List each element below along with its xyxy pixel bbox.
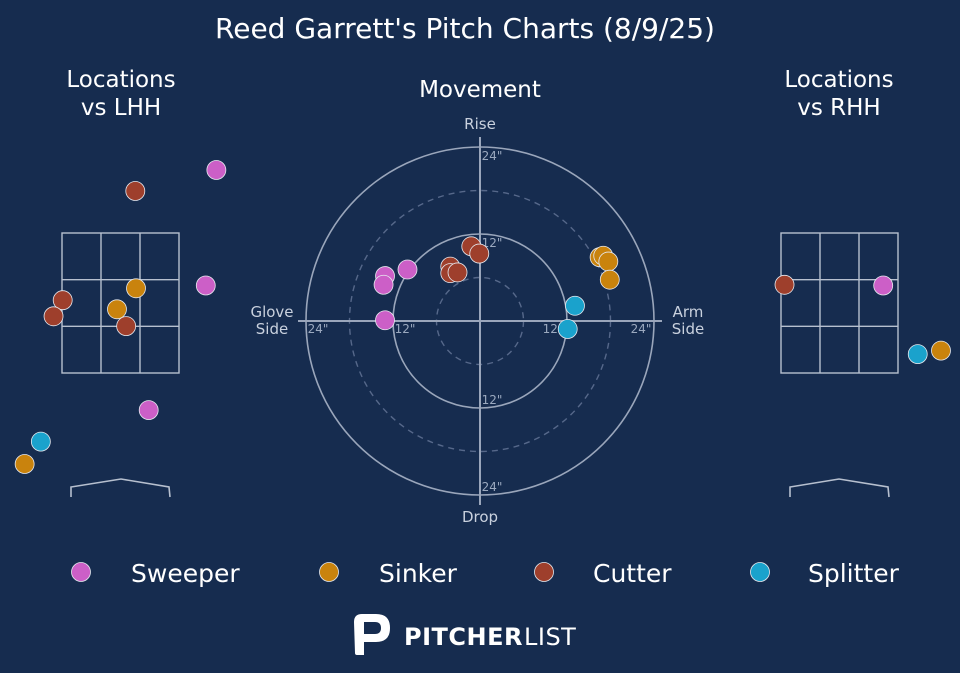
movement-sinker — [599, 269, 620, 290]
figure-title: Reed Garrett's Pitch Charts (8/9/25) — [215, 12, 715, 45]
legend-marker-cutter — [534, 562, 554, 582]
axis-label-drop: Drop — [462, 508, 498, 526]
movement-sweeper — [373, 274, 394, 295]
rhh-title-line1: Locations — [784, 67, 893, 93]
pitch-sweeper — [873, 275, 894, 296]
ring-label: 12" — [543, 322, 564, 336]
legend-label-sinker: Sinker — [379, 559, 458, 588]
movement-sinker — [598, 251, 619, 272]
movement-cutter — [447, 262, 468, 283]
ring-label: 12" — [482, 236, 503, 250]
pitch-sinker — [14, 454, 35, 474]
rhh-title-line2: vs RHH — [797, 95, 880, 121]
lhh-title-line2: vs LHH — [81, 95, 161, 121]
pitcherlist-p-icon — [354, 614, 390, 655]
legend-label-splitter: Splitter — [808, 559, 900, 588]
legend-marker-sinker — [319, 562, 339, 582]
ring-label: 24" — [482, 149, 503, 163]
lhh-points — [14, 160, 227, 474]
legend-label-cutter: Cutter — [593, 559, 672, 588]
movement-cutter — [469, 243, 490, 264]
rhh-points — [774, 274, 951, 365]
locations-rhh-panel: Locations vs RHH — [774, 67, 951, 498]
pitch-cutter — [52, 290, 73, 311]
ring-label: 12" — [395, 322, 416, 336]
movement-ring-labels: 24" 12" 12" 24" 24" 12" 12" 24" — [308, 149, 652, 494]
ring-label: 24" — [482, 480, 503, 494]
axis-label-arm-line2: Side — [672, 320, 704, 338]
ring-label: 12" — [482, 393, 503, 407]
movement-splitter — [565, 295, 585, 316]
pitch-cutter — [43, 306, 64, 327]
axis-label-arm-line1: Arm — [673, 303, 704, 321]
movement-splitter — [557, 319, 578, 339]
pitch-sinker — [931, 340, 951, 361]
pitcherlist-logo: PITCHER LIST — [354, 614, 576, 655]
ring-label: 24" — [308, 322, 329, 336]
pitch-sweeper — [195, 275, 216, 296]
pitch-sinker — [107, 299, 127, 320]
legend: Sweeper Sinker Cutter Splitter — [71, 559, 900, 588]
legend-marker-splitter — [750, 562, 770, 582]
axis-label-rise: Rise — [464, 115, 496, 133]
axis-label-glove-line1: Glove — [250, 303, 293, 321]
legend-label-sweeper: Sweeper — [131, 559, 240, 588]
pitch-splitter — [907, 344, 928, 365]
ring-label: 24" — [631, 322, 652, 336]
locations-lhh-panel: Locations vs LHH — [14, 67, 227, 498]
home-plate-lhh — [70, 478, 171, 498]
movement-sweeper — [375, 310, 395, 331]
pitch-sweeper — [138, 400, 159, 421]
pitch-sinker — [126, 278, 146, 299]
logo-brand-light: LIST — [524, 623, 576, 651]
home-plate-rhh — [789, 478, 890, 498]
movement-points — [373, 236, 620, 339]
pitch-splitter — [30, 431, 51, 452]
pitch-cutter — [774, 274, 795, 295]
movement-panel: Movement 24" 12" 12" 24" 24" 12" 12" 24" Rise D… — [250, 77, 704, 526]
movement-title: Movement — [419, 77, 541, 103]
logo-brand-bold: PITCHER — [404, 623, 523, 651]
pitch-sweeper — [206, 160, 227, 180]
zone-border — [780, 232, 899, 374]
legend-marker-sweeper — [71, 562, 91, 582]
pitch-cutter — [116, 316, 137, 337]
axis-label-glove-line2: Side — [256, 320, 288, 338]
movement-sweeper — [397, 259, 418, 280]
lhh-title-line1: Locations — [66, 67, 175, 93]
pitch-cutter — [125, 181, 146, 201]
strike-zone-lhh — [61, 232, 180, 374]
strike-zone-rhh — [780, 232, 899, 374]
